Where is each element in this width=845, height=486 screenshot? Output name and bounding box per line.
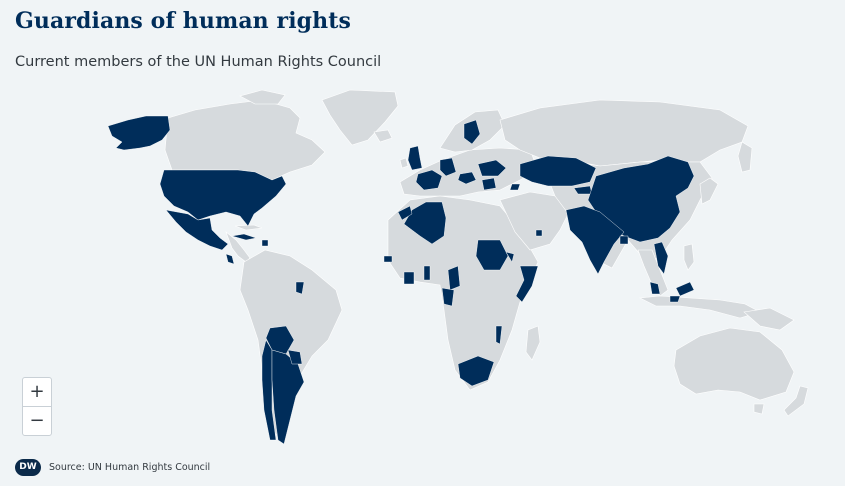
member-kazakhstan[interactable] — [519, 155, 597, 187]
member-malawi[interactable] — [495, 325, 503, 345]
land-new-guinea[interactable] — [743, 307, 795, 331]
member-morocco[interactable] — [397, 205, 413, 221]
member-eritrea[interactable] — [505, 251, 515, 263]
member-cameroon[interactable] — [447, 265, 461, 291]
land-kamchatka[interactable] — [737, 141, 753, 173]
land-greenland[interactable] — [321, 89, 399, 146]
land-ireland[interactable] — [399, 157, 409, 169]
source-note: Source: UN Human Rights Council — [49, 461, 211, 473]
land-arctic-islands[interactable] — [239, 89, 286, 105]
land-tasmania[interactable] — [753, 403, 765, 415]
member-vietnam[interactable] — [653, 241, 669, 275]
member-georgia[interactable] — [509, 183, 521, 191]
member-cote-divoire[interactable] — [403, 271, 415, 285]
member-usa-alaska[interactable] — [107, 115, 171, 151]
member-somalia[interactable] — [515, 265, 539, 303]
member-malaysia[interactable] — [649, 281, 661, 295]
member-gambia[interactable] — [383, 255, 393, 263]
land-japan[interactable] — [699, 177, 719, 205]
member-mexico[interactable] — [165, 209, 229, 251]
member-benin[interactable] — [423, 265, 431, 281]
footer: DW Source: UN Human Rights Council — [15, 457, 210, 477]
chart-subtitle: Current members of the UN Human Rights C… — [15, 54, 382, 70]
land-iceland[interactable] — [373, 129, 393, 143]
member-india[interactable] — [565, 205, 625, 275]
land-middle-east[interactable] — [499, 191, 571, 251]
land-australia[interactable] — [673, 327, 795, 401]
chart-title: Guardians of human rights — [15, 8, 352, 34]
member-paraguay[interactable] — [287, 349, 303, 365]
dw-logo: DW — [15, 458, 41, 476]
member-indonesia[interactable] — [669, 295, 681, 303]
zoom-in-button[interactable]: + — [29, 381, 45, 402]
land-southeast-asia[interactable] — [637, 249, 669, 297]
member-algeria[interactable] — [403, 201, 447, 245]
member-layer — [107, 115, 695, 445]
zoom-controls: + − — [22, 377, 52, 436]
member-qatar[interactable] — [535, 229, 543, 237]
member-germany[interactable] — [439, 157, 457, 177]
land-canada[interactable] — [164, 99, 326, 181]
member-central-europe[interactable] — [457, 171, 477, 185]
member-central-america-member[interactable] — [225, 253, 235, 265]
world-map[interactable] — [0, 80, 845, 450]
member-guyana[interactable] — [295, 281, 305, 295]
land-caribbean[interactable] — [234, 224, 263, 231]
land-new-zealand[interactable] — [783, 385, 809, 417]
member-dominican-republic[interactable] — [261, 239, 269, 247]
member-south-africa[interactable] — [457, 355, 495, 387]
member-ukraine[interactable] — [477, 159, 507, 177]
land-russia[interactable] — [499, 99, 749, 167]
land-indonesia[interactable] — [638, 295, 761, 319]
member-france[interactable] — [415, 169, 443, 191]
member-uk[interactable] — [407, 145, 423, 171]
zoom-out-button[interactable]: − — [23, 406, 51, 435]
land-madagascar[interactable] — [525, 325, 541, 361]
member-bangladesh[interactable] — [619, 235, 629, 245]
member-sudan[interactable] — [475, 239, 509, 271]
member-cuba[interactable] — [231, 233, 257, 241]
member-congo[interactable] — [441, 287, 455, 307]
member-malaysia-borneo[interactable] — [675, 281, 695, 297]
member-finland[interactable] — [463, 119, 481, 145]
member-usa[interactable] — [159, 169, 287, 227]
land-philippines[interactable] — [683, 243, 695, 271]
member-romania[interactable] — [481, 177, 497, 191]
